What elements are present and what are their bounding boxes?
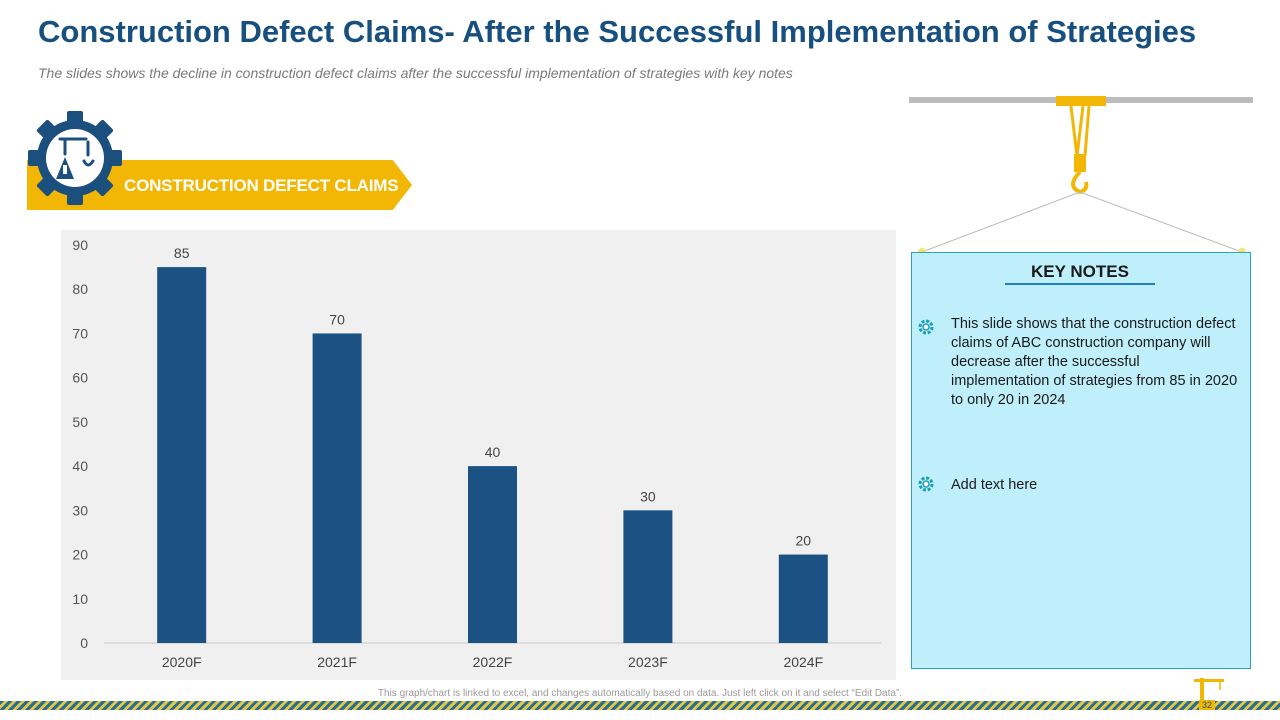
y-tick-label: 10 xyxy=(72,591,88,607)
crane-gear-icon xyxy=(28,111,122,205)
section-banner-label: CONSTRUCTION DEFECT CLAIMS xyxy=(124,176,399,195)
data-label: 30 xyxy=(640,488,656,504)
x-tick-label: 2024F xyxy=(783,654,823,670)
y-tick-label: 50 xyxy=(72,414,88,430)
gear-icon xyxy=(918,476,934,492)
y-tick-label: 0 xyxy=(80,635,88,651)
bar-2024F xyxy=(778,554,828,643)
bar-2023F xyxy=(623,510,673,643)
y-tick-label: 80 xyxy=(72,281,88,297)
key-note-item[interactable]: Add text here xyxy=(951,477,1038,493)
y-tick-label: 90 xyxy=(72,237,88,253)
bar-2020F xyxy=(157,267,207,643)
y-tick-label: 60 xyxy=(72,370,88,386)
data-label: 20 xyxy=(796,533,812,549)
crane-logo-icon xyxy=(1194,678,1224,702)
y-tick-label: 30 xyxy=(72,502,88,518)
crane-hook-icon xyxy=(918,96,1246,256)
key-notes-panel xyxy=(911,252,1251,669)
key-note-item: This slide shows that the construction d… xyxy=(951,316,1238,408)
y-tick-label: 70 xyxy=(72,325,88,341)
data-label: 70 xyxy=(329,311,345,327)
bar-2021F xyxy=(312,333,362,643)
x-tick-label: 2021F xyxy=(317,654,357,670)
y-tick-label: 20 xyxy=(72,547,88,563)
data-label: 40 xyxy=(485,444,501,460)
x-tick-label: 2020F xyxy=(162,654,202,670)
bar-2022F xyxy=(468,466,517,643)
key-notes-underline xyxy=(1005,283,1155,285)
gear-icon xyxy=(918,319,934,335)
bar-chart[interactable]: 0 10 20 30 40 50 60 70 80 90 85 2020F 70 2021F 40 2022F… xyxy=(61,230,896,680)
page-subtitle: The slides shows the decline in construc… xyxy=(38,65,793,81)
page-title: Construction Defect Claims- After the Su… xyxy=(38,14,1197,49)
y-tick-label: 40 xyxy=(72,458,88,474)
page-number: 32 xyxy=(1199,700,1215,710)
bar-chart-svg: 0 10 20 30 40 50 60 70 80 90 85 2020F 70 2021F 40 2022F… xyxy=(72,237,881,670)
footer-stripe xyxy=(0,701,1280,710)
data-label: 85 xyxy=(174,245,190,261)
x-tick-label: 2023F xyxy=(628,654,668,670)
x-tick-label: 2022F xyxy=(473,654,513,670)
key-notes-heading: KEY NOTES xyxy=(1031,262,1129,281)
footer-note: This graph/chart is linked to excel, and… xyxy=(377,688,903,699)
